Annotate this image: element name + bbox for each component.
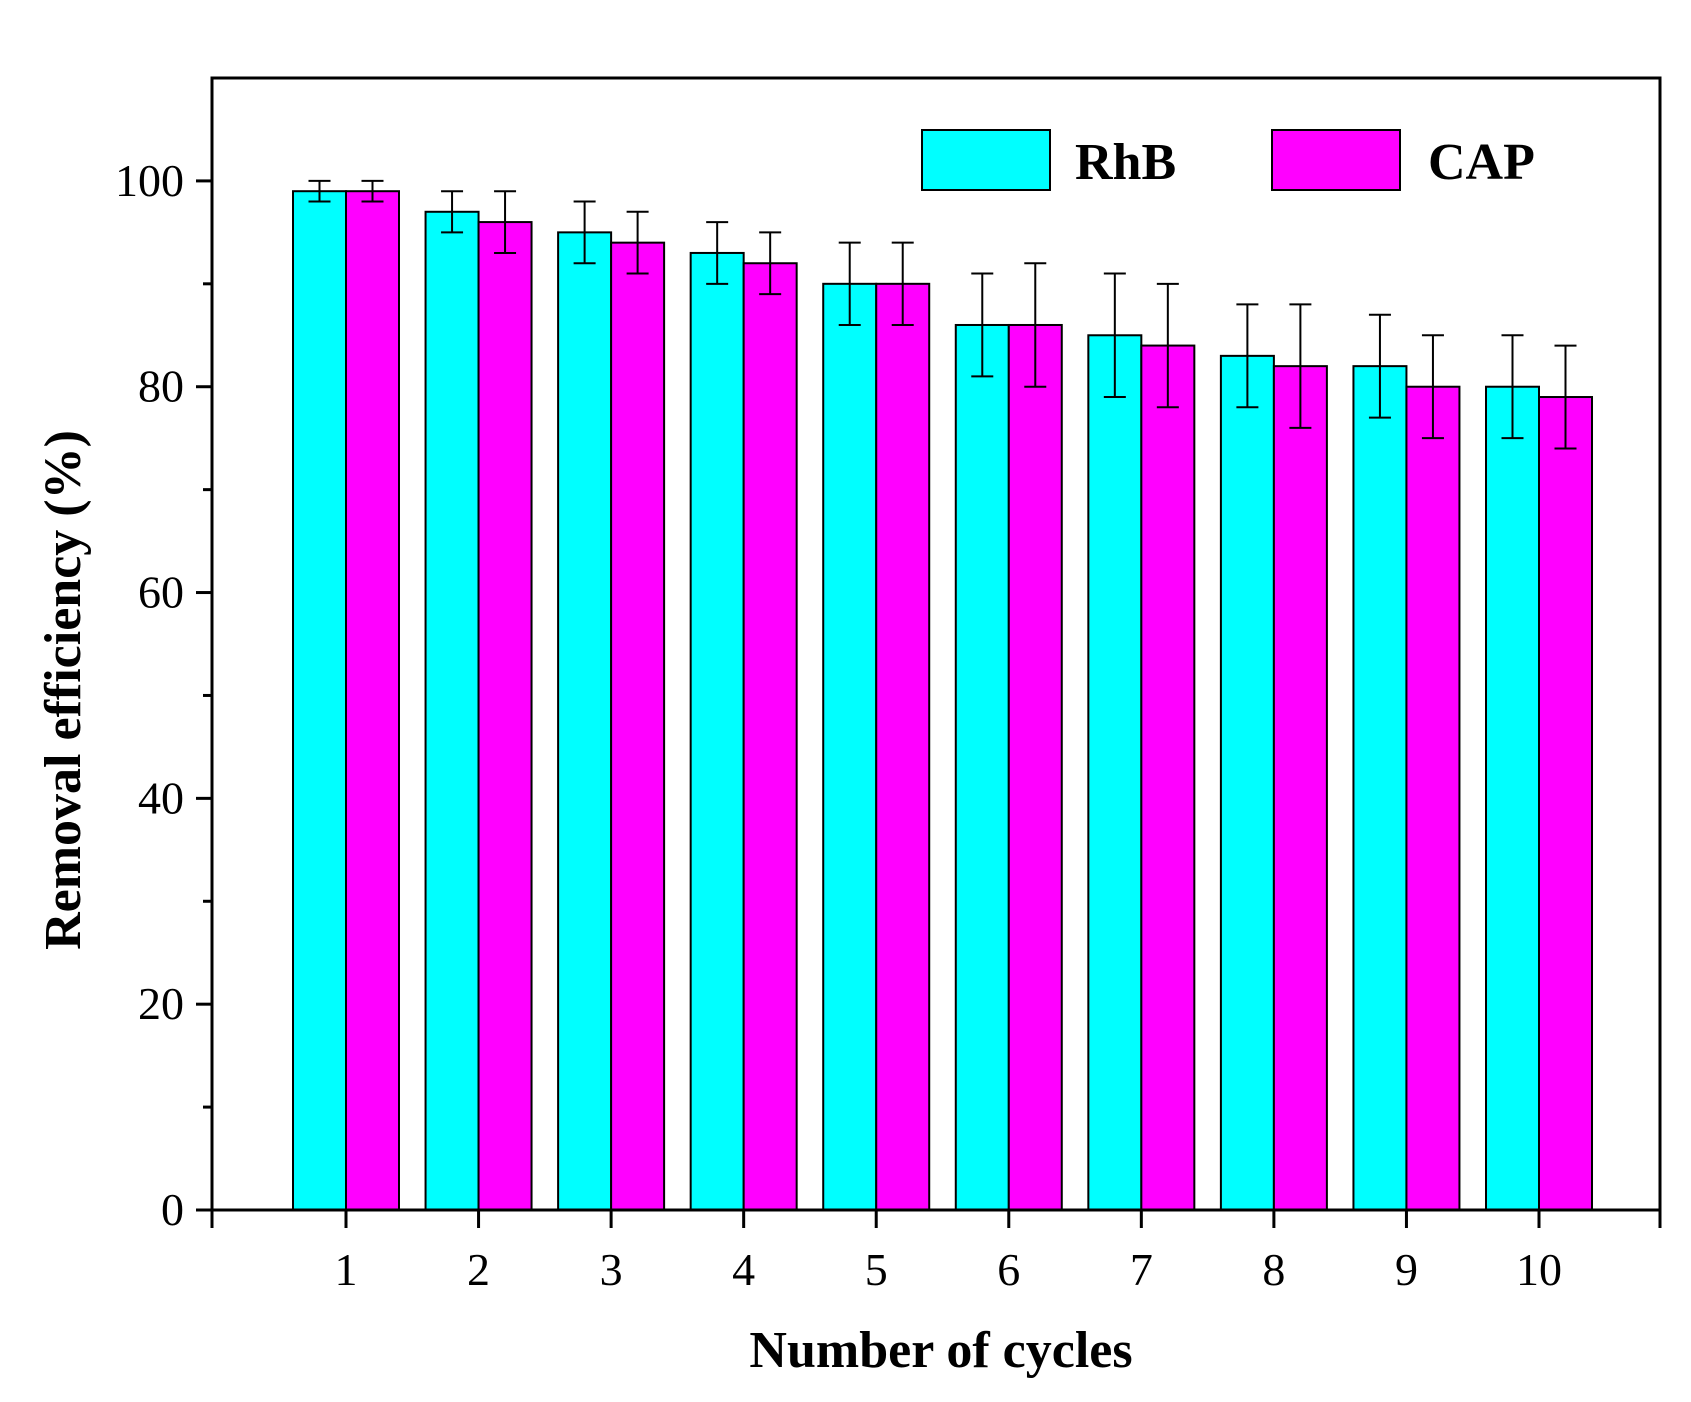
bar-cap-cycle-8 bbox=[1272, 365, 1328, 1211]
bar-cap-cycle-3 bbox=[610, 241, 666, 1211]
bar-rhb-cycle-8 bbox=[1219, 354, 1275, 1211]
x-tick-label: 6 bbox=[997, 1244, 1020, 1295]
y-tick-label: 80 bbox=[138, 361, 184, 412]
bar-cap-cycle-6 bbox=[1007, 323, 1063, 1211]
error-bar-rhb-cycle-1 bbox=[308, 179, 331, 203]
error-bar-rhb-cycle-5 bbox=[838, 241, 861, 326]
error-bar-rhb-cycle-4 bbox=[706, 221, 729, 285]
x-tick-label: 4 bbox=[732, 1244, 755, 1295]
bar-cap-cycle-9 bbox=[1405, 385, 1461, 1211]
x-tick-label: 3 bbox=[600, 1244, 623, 1295]
bar-cap-cycle-4 bbox=[742, 262, 798, 1211]
legend-item-cap: CAP bbox=[1271, 129, 1535, 191]
error-bar-rhb-cycle-2 bbox=[441, 190, 464, 234]
error-bar-cap-cycle-9 bbox=[1421, 334, 1444, 440]
bar-cap-cycle-2 bbox=[477, 221, 533, 1211]
error-bar-cap-cycle-1 bbox=[361, 179, 384, 203]
legend-swatch bbox=[921, 129, 1051, 191]
error-bar-cap-cycle-2 bbox=[494, 190, 517, 254]
bar-rhb-cycle-4 bbox=[689, 251, 745, 1212]
error-bar-cap-cycle-5 bbox=[891, 241, 914, 326]
x-tick-label: 7 bbox=[1130, 1244, 1153, 1295]
y-tick-label: 40 bbox=[138, 772, 184, 823]
legend-label: CAP bbox=[1428, 134, 1535, 191]
bars-layer bbox=[292, 190, 1593, 1212]
error-bar-cap-cycle-10 bbox=[1554, 344, 1577, 450]
bar-rhb-cycle-3 bbox=[557, 231, 613, 1211]
error-bar-cap-cycle-7 bbox=[1156, 282, 1179, 409]
bar-cap-cycle-7 bbox=[1140, 344, 1196, 1211]
legend-label: RhB bbox=[1075, 134, 1176, 191]
x-tick-label: 1 bbox=[335, 1244, 358, 1295]
bar-rhb-cycle-9 bbox=[1352, 365, 1408, 1211]
y-tick-label: 60 bbox=[138, 567, 184, 618]
x-tick-label: 10 bbox=[1516, 1244, 1562, 1295]
bar-cap-cycle-1 bbox=[345, 190, 400, 1211]
bar-rhb-cycle-1 bbox=[292, 190, 347, 1211]
error-bar-rhb-cycle-9 bbox=[1368, 313, 1391, 419]
error-bar-rhb-cycle-7 bbox=[1103, 272, 1126, 399]
axis-ticks-layer: 0 20 40 60 80 100 1 2 3 4 5 6 7 8 9 10 bbox=[115, 155, 1662, 1295]
bar-rhb-cycle-7 bbox=[1087, 334, 1143, 1212]
y-axis-title: Removal efficiency (%) bbox=[35, 430, 92, 950]
x-tick-label: 2 bbox=[467, 1244, 490, 1295]
bar-rhb-cycle-2 bbox=[424, 210, 480, 1212]
error-bar-rhb-cycle-6 bbox=[971, 272, 994, 378]
error-bar-rhb-cycle-3 bbox=[573, 200, 596, 265]
error-bars-layer bbox=[308, 179, 1577, 450]
bar-cap-cycle-5 bbox=[875, 282, 931, 1211]
error-bar-cap-cycle-3 bbox=[626, 210, 649, 275]
plot-frame bbox=[210, 76, 1662, 1212]
bar-rhb-cycle-5 bbox=[822, 282, 878, 1211]
bar-rhb-cycle-6 bbox=[954, 323, 1010, 1211]
x-tick-label: 9 bbox=[1395, 1244, 1418, 1295]
x-axis-title: Number of cycles bbox=[749, 1322, 1132, 1379]
legend-swatch bbox=[1271, 129, 1401, 191]
legend-item-rhb: RhB bbox=[921, 129, 1176, 191]
legend: RhB CAP bbox=[921, 129, 1535, 191]
x-tick-label: 8 bbox=[1262, 1244, 1285, 1295]
y-tick-label: 100 bbox=[115, 155, 184, 206]
y-tick-label: 20 bbox=[138, 978, 184, 1029]
bar-rhb-cycle-10 bbox=[1485, 385, 1540, 1211]
error-bar-cap-cycle-4 bbox=[759, 231, 782, 296]
error-bar-rhb-cycle-10 bbox=[1501, 334, 1524, 440]
error-bar-cap-cycle-8 bbox=[1289, 303, 1312, 429]
x-tick-label: 5 bbox=[865, 1244, 888, 1295]
y-tick-label: 0 bbox=[161, 1184, 184, 1235]
error-bar-cap-cycle-6 bbox=[1024, 262, 1047, 388]
bar-cap-cycle-10 bbox=[1538, 396, 1593, 1211]
error-bar-rhb-cycle-8 bbox=[1236, 303, 1259, 409]
